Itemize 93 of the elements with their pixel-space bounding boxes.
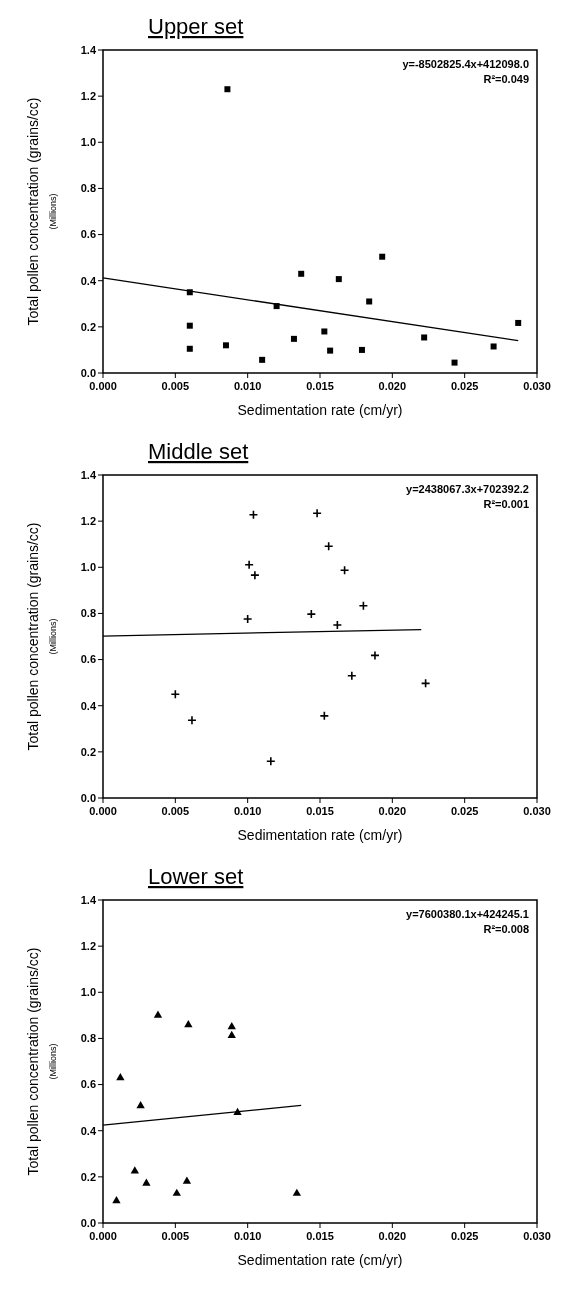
- y-tick-label: 1.4: [80, 43, 97, 56]
- annotation: R²=0.008: [483, 923, 529, 935]
- y-tick-label: 0.6: [80, 1078, 96, 1091]
- y-tick-label: 0.6: [80, 228, 96, 241]
- chart-title: Lower set: [148, 864, 244, 889]
- point: [182, 1176, 192, 1184]
- y-axis-title: Total pollen concentration (grains/cc) (Millions): [25, 97, 58, 326]
- y-tick-label: 0.2: [80, 745, 96, 758]
- point: [112, 1196, 121, 1204]
- annotation: y=2438067.3x+702392.2: [406, 483, 529, 495]
- point: [186, 322, 193, 329]
- point: [153, 1010, 163, 1018]
- x-tick-label: 0.025: [450, 805, 479, 817]
- y-tick-label: 0.2: [80, 320, 96, 333]
- annotation: R²=0.001: [483, 498, 529, 510]
- point: [379, 253, 386, 260]
- point: [335, 276, 342, 283]
- point: [186, 345, 193, 352]
- x-tick-label: 0.005: [161, 1230, 190, 1242]
- x-tick-label: 0.000: [89, 380, 117, 392]
- x-tick-label: 0.010: [233, 380, 262, 392]
- point: [250, 570, 260, 580]
- y-tick-label: 1.0: [80, 561, 96, 574]
- x-tick-label: 0.015: [306, 380, 334, 392]
- x-axis-title: Sedimentation rate (cm/yr): [237, 402, 403, 418]
- x-tick-label: 0.000: [89, 805, 117, 817]
- y-tick-label: 0.2: [80, 1170, 96, 1183]
- point: [321, 328, 328, 335]
- x-tick-label: 0.020: [378, 805, 407, 817]
- x-tick-label: 0.015: [306, 1230, 334, 1242]
- point: [116, 1073, 125, 1081]
- y-tick-label: 0.4: [80, 699, 97, 712]
- point: [222, 342, 229, 349]
- y-tick-label: 0.0: [80, 791, 96, 804]
- x-tick-label: 0.010: [233, 805, 262, 817]
- y-tick-label: 0.4: [80, 274, 97, 287]
- x-tick-label: 0.020: [378, 380, 407, 392]
- x-tick-label: 0.030: [523, 1230, 551, 1242]
- point: [227, 1030, 236, 1039]
- x-axis-title: Sedimentation rate (cm/yr): [237, 1252, 403, 1268]
- point: [292, 1188, 302, 1196]
- annotation: R²=0.049: [483, 73, 529, 85]
- x-tick-label: 0.000: [89, 1230, 117, 1242]
- point: [244, 559, 254, 570]
- y-axis-title: Total pollen concentration (grains/cc) (Millions): [25, 947, 58, 1176]
- y-tick-label: 1.2: [80, 89, 96, 102]
- point: [490, 343, 497, 350]
- point: [259, 356, 266, 363]
- x-tick-label: 0.020: [378, 1230, 407, 1242]
- y-tick-label: 0.4: [80, 1124, 97, 1137]
- y-tick-label: 1.2: [80, 939, 96, 952]
- point: [184, 1020, 193, 1028]
- annotation: y=7600380.1x+424245.1: [406, 908, 529, 920]
- y-tick-label: 0.8: [80, 607, 96, 620]
- point: [515, 319, 522, 326]
- point: [290, 335, 297, 342]
- point: [224, 86, 231, 93]
- x-tick-label: 0.005: [161, 805, 190, 817]
- point: [142, 1178, 151, 1186]
- x-axis-title: Sedimentation rate (cm/yr): [237, 827, 403, 843]
- y-axis-title: Total pollen concentration (grains/cc) (Millions): [25, 522, 58, 751]
- point: [312, 508, 322, 519]
- x-tick-label: 0.025: [450, 380, 479, 392]
- y-tick-label: 0.0: [80, 366, 96, 379]
- annotation: y=-8502825.4x+412098.0: [402, 58, 529, 70]
- y-tick-label: 1.0: [80, 136, 96, 149]
- point: [451, 359, 458, 366]
- y-tick-label: 0.0: [80, 1216, 96, 1229]
- y-tick-label: 1.2: [80, 514, 96, 527]
- y-tick-label: 0.8: [80, 1032, 96, 1045]
- x-tick-label: 0.005: [161, 380, 190, 392]
- chart-title: Middle set: [148, 439, 249, 464]
- y-tick-label: 1.0: [80, 986, 96, 999]
- x-tick-label: 0.030: [523, 380, 551, 392]
- point: [366, 298, 373, 305]
- point: [187, 715, 197, 726]
- y-tick-label: 0.6: [80, 653, 96, 666]
- point: [347, 670, 357, 681]
- point: [327, 347, 334, 354]
- point: [227, 1022, 236, 1030]
- point: [298, 270, 305, 277]
- point: [136, 1100, 145, 1109]
- chart-title: Upper set: [148, 14, 244, 39]
- y-tick-label: 0.8: [80, 182, 96, 195]
- x-tick-label: 0.030: [523, 805, 551, 817]
- point: [421, 334, 428, 341]
- point: [358, 346, 365, 353]
- x-tick-label: 0.015: [306, 805, 334, 817]
- x-tick-label: 0.025: [450, 1230, 479, 1242]
- y-tick-label: 1.4: [80, 468, 97, 481]
- point: [172, 1188, 181, 1196]
- y-tick-label: 1.4: [80, 893, 97, 906]
- x-tick-label: 0.010: [233, 1230, 262, 1242]
